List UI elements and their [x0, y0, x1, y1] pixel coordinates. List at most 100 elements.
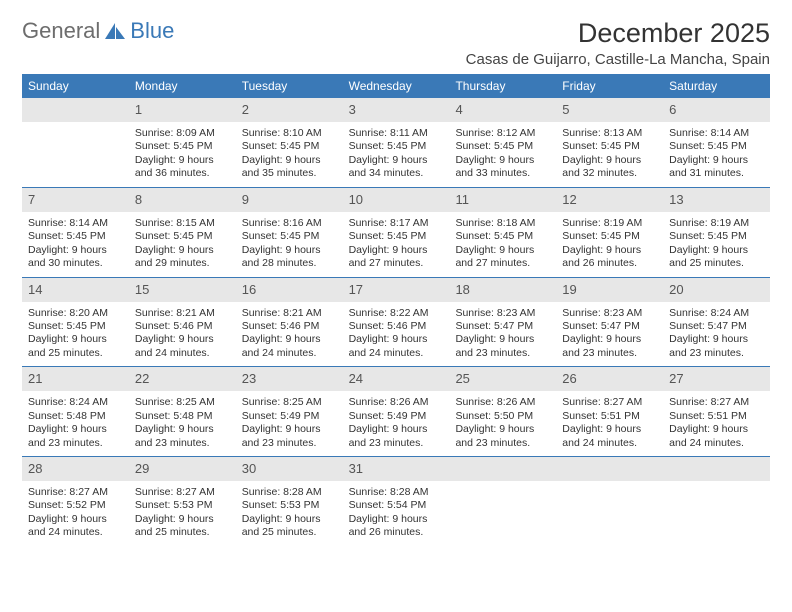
day-cell: Sunrise: 8:17 AMSunset: 5:45 PMDaylight:… — [343, 212, 450, 277]
day-number: 23 — [242, 371, 256, 386]
day-number: 16 — [242, 282, 256, 297]
day-number-cell: 1 — [129, 98, 236, 122]
day-number-cell: 30 — [236, 457, 343, 481]
day-number-cell: 21 — [22, 367, 129, 391]
day-number-cell: 25 — [449, 367, 556, 391]
day-number: 22 — [135, 371, 149, 386]
day-number-row: 28 29 30 31 — [22, 457, 770, 481]
day-cell — [663, 481, 770, 546]
day-details: Sunrise: 8:19 AMSunset: 5:45 PMDaylight:… — [562, 215, 657, 271]
day-number-cell: 28 — [22, 457, 129, 481]
day-number: 31 — [349, 461, 363, 476]
week-block: 123456Sunrise: 8:09 AMSunset: 5:45 PMDay… — [22, 98, 770, 187]
day-number: 26 — [562, 371, 576, 386]
day-details: Sunrise: 8:18 AMSunset: 5:45 PMDaylight:… — [455, 215, 550, 271]
day-cell: Sunrise: 8:28 AMSunset: 5:54 PMDaylight:… — [343, 481, 450, 546]
day-cell: Sunrise: 8:21 AMSunset: 5:46 PMDaylight:… — [236, 302, 343, 367]
day-number: 5 — [562, 102, 569, 117]
weekday-header: Thursday — [449, 74, 556, 98]
calendar-page: General Blue December 2025 Casas de Guij… — [0, 0, 792, 564]
day-details: Sunrise: 8:27 AMSunset: 5:53 PMDaylight:… — [135, 484, 230, 540]
day-number: 24 — [349, 371, 363, 386]
day-cell: Sunrise: 8:27 AMSunset: 5:51 PMDaylight:… — [556, 391, 663, 456]
week-row: Sunrise: 8:24 AMSunset: 5:48 PMDaylight:… — [22, 391, 770, 456]
day-number-cell: 29 — [129, 457, 236, 481]
week-row: Sunrise: 8:14 AMSunset: 5:45 PMDaylight:… — [22, 212, 770, 277]
day-number: 25 — [455, 371, 469, 386]
day-number-cell: 15 — [129, 278, 236, 302]
day-number-cell: 11 — [449, 188, 556, 212]
day-cell: Sunrise: 8:27 AMSunset: 5:53 PMDaylight:… — [129, 481, 236, 546]
day-number: 12 — [562, 192, 576, 207]
day-number-cell: 14 — [22, 278, 129, 302]
day-cell: Sunrise: 8:19 AMSunset: 5:45 PMDaylight:… — [556, 212, 663, 277]
day-number-row: 1415 16 17 18 19 20 — [22, 278, 770, 302]
week-block: 28 29 30 31 Sunrise: 8:27 AMSunset: 5:52 PMD… — [22, 456, 770, 546]
day-details: Sunrise: 8:26 AMSunset: 5:49 PMDaylight:… — [349, 394, 444, 450]
day-number: 19 — [562, 282, 576, 297]
day-cell: Sunrise: 8:25 AMSunset: 5:49 PMDaylight:… — [236, 391, 343, 456]
day-number: 20 — [669, 282, 683, 297]
header: General Blue December 2025 Casas de Guij… — [22, 18, 770, 68]
location-subtitle: Casas de Guijarro, Castille-La Mancha, S… — [466, 51, 770, 68]
day-number-cell: 31 — [343, 457, 450, 481]
day-number: 29 — [135, 461, 149, 476]
day-number-cell — [556, 457, 663, 481]
day-number: 1 — [135, 102, 142, 117]
day-number: 17 — [349, 282, 363, 297]
day-number: 28 — [28, 461, 42, 476]
day-number-cell: 19 — [556, 278, 663, 302]
day-details: Sunrise: 8:25 AMSunset: 5:49 PMDaylight:… — [242, 394, 337, 450]
day-cell: Sunrise: 8:27 AMSunset: 5:52 PMDaylight:… — [22, 481, 129, 546]
day-details: Sunrise: 8:20 AMSunset: 5:45 PMDaylight:… — [28, 305, 123, 361]
day-details: Sunrise: 8:13 AMSunset: 5:45 PMDaylight:… — [562, 125, 657, 181]
day-number-cell: 7 — [22, 188, 129, 212]
day-cell: Sunrise: 8:28 AMSunset: 5:53 PMDaylight:… — [236, 481, 343, 546]
title-block: December 2025 Casas de Guijarro, Castill… — [466, 18, 770, 68]
day-details: Sunrise: 8:27 AMSunset: 5:52 PMDaylight:… — [28, 484, 123, 540]
day-cell: Sunrise: 8:26 AMSunset: 5:50 PMDaylight:… — [449, 391, 556, 456]
day-number-cell: 6 — [663, 98, 770, 122]
day-details: Sunrise: 8:26 AMSunset: 5:50 PMDaylight:… — [455, 394, 550, 450]
day-details: Sunrise: 8:24 AMSunset: 5:47 PMDaylight:… — [669, 305, 764, 361]
day-cell: Sunrise: 8:24 AMSunset: 5:47 PMDaylight:… — [663, 302, 770, 367]
day-number-cell: 10 — [343, 188, 450, 212]
day-number: 18 — [455, 282, 469, 297]
day-cell: Sunrise: 8:14 AMSunset: 5:45 PMDaylight:… — [663, 122, 770, 187]
day-number: 21 — [28, 371, 42, 386]
day-number-cell: 17 — [343, 278, 450, 302]
day-number: 27 — [669, 371, 683, 386]
day-number-row: 21 22 23 24 25 26 27 — [22, 367, 770, 391]
day-details: Sunrise: 8:23 AMSunset: 5:47 PMDaylight:… — [455, 305, 550, 361]
day-number: 6 — [669, 102, 676, 117]
day-cell: Sunrise: 8:24 AMSunset: 5:48 PMDaylight:… — [22, 391, 129, 456]
day-details: Sunrise: 8:10 AMSunset: 5:45 PMDaylight:… — [242, 125, 337, 181]
logo-sail-icon — [102, 21, 128, 41]
day-cell — [22, 122, 129, 187]
day-cell: Sunrise: 8:23 AMSunset: 5:47 PMDaylight:… — [449, 302, 556, 367]
day-number-cell: 5 — [556, 98, 663, 122]
day-number-cell: 20 — [663, 278, 770, 302]
day-number: 9 — [242, 192, 249, 207]
day-cell: Sunrise: 8:14 AMSunset: 5:45 PMDaylight:… — [22, 212, 129, 277]
day-number-cell: 8 — [129, 188, 236, 212]
day-cell: Sunrise: 8:27 AMSunset: 5:51 PMDaylight:… — [663, 391, 770, 456]
day-number-cell: 13 — [663, 188, 770, 212]
day-cell: Sunrise: 8:23 AMSunset: 5:47 PMDaylight:… — [556, 302, 663, 367]
day-details: Sunrise: 8:16 AMSunset: 5:45 PMDaylight:… — [242, 215, 337, 271]
day-number-cell — [663, 457, 770, 481]
day-cell: Sunrise: 8:22 AMSunset: 5:46 PMDaylight:… — [343, 302, 450, 367]
day-number: 4 — [455, 102, 462, 117]
weekday-header: Saturday — [663, 74, 770, 98]
day-details: Sunrise: 8:15 AMSunset: 5:45 PMDaylight:… — [135, 215, 230, 271]
day-details: Sunrise: 8:22 AMSunset: 5:46 PMDaylight:… — [349, 305, 444, 361]
day-number-cell: 3 — [343, 98, 450, 122]
day-cell: Sunrise: 8:19 AMSunset: 5:45 PMDaylight:… — [663, 212, 770, 277]
day-details: Sunrise: 8:28 AMSunset: 5:54 PMDaylight:… — [349, 484, 444, 540]
day-number-cell: 24 — [343, 367, 450, 391]
week-block: 1415 16 17 18 19 20 Sunrise: 8:20 AMSunset: 5:… — [22, 277, 770, 367]
day-details: Sunrise: 8:11 AMSunset: 5:45 PMDaylight:… — [349, 125, 444, 181]
day-details: Sunrise: 8:09 AMSunset: 5:45 PMDaylight:… — [135, 125, 230, 181]
day-cell — [449, 481, 556, 546]
day-cell: Sunrise: 8:20 AMSunset: 5:45 PMDaylight:… — [22, 302, 129, 367]
